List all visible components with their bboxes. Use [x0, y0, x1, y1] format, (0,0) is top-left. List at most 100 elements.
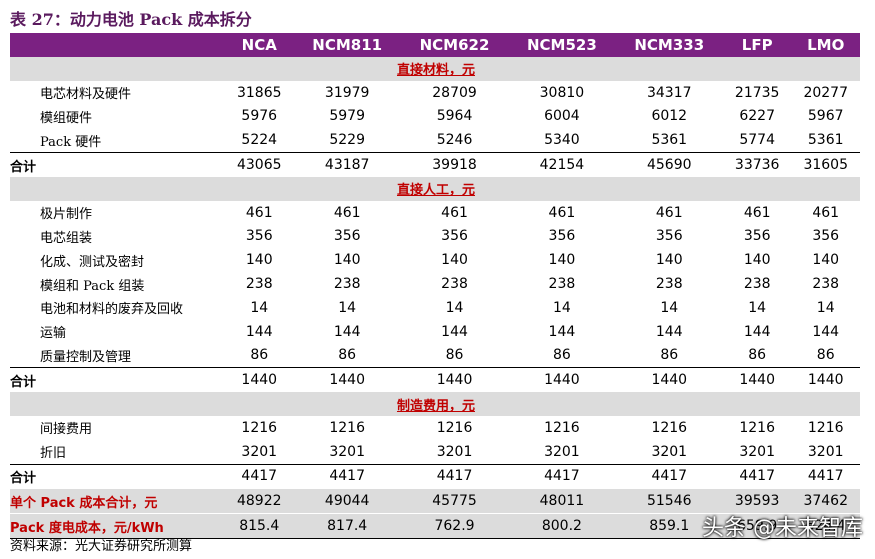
column-header: LFP	[722, 33, 792, 57]
cell-value: 5361	[651, 132, 688, 149]
row-label: 合计	[10, 367, 225, 393]
cell-value: 356	[548, 228, 576, 245]
cell-value: 33736	[722, 152, 792, 177]
section-title: 直接材料，元	[10, 57, 860, 81]
cell-value: 238	[743, 276, 771, 293]
row-label: 合计	[10, 152, 225, 177]
cell-value: 86	[748, 347, 767, 364]
cell-value: 48922	[225, 488, 294, 514]
cell-value: 3201	[436, 443, 473, 460]
section-header: 直接材料，元	[10, 57, 860, 81]
cell-value: 238	[655, 276, 683, 293]
cell-value: 30810	[539, 84, 585, 101]
cell-value: 5774	[739, 132, 775, 149]
cell-value: 140	[812, 252, 840, 269]
cell-value: 3201	[651, 443, 688, 460]
cell-value: 5979	[329, 108, 365, 125]
cell-value: 4417	[293, 463, 401, 489]
item-row: 模组硬件 5976 5979 5964 6004 6012 6227 5967	[10, 105, 860, 129]
cell-value: 3201	[544, 443, 580, 460]
total-row: 合计 4417 4417 4417 4417 4417 4417 4417	[10, 463, 860, 489]
cell-value: 659.9	[722, 513, 792, 539]
item-row: 电芯材料及硬件 31865 31979 28709 30810 34317 21735 202…	[10, 81, 860, 105]
cell-value: 356	[743, 228, 771, 245]
cell-value: 238	[441, 276, 468, 293]
cell-value: 31605	[791, 152, 860, 177]
cell-value: 356	[812, 228, 840, 245]
cell-value: 1216	[241, 419, 278, 436]
header-row: NCA NCM811 NCM622 NCM523 NCM333 LFP LMO	[10, 33, 860, 57]
item-row: 极片制作 461 461 461 461 461 461 461	[10, 201, 860, 225]
cell-value: 356	[333, 228, 361, 245]
cell-value: 86	[250, 347, 269, 364]
cell-value: 461	[441, 204, 468, 221]
cell-value: 1216	[436, 419, 473, 436]
cell-value: 859.1	[615, 513, 723, 539]
cell-value: 1216	[544, 419, 580, 436]
cell-value: 14	[338, 299, 357, 316]
cell-value: 21735	[734, 84, 780, 101]
cell-value: 817.4	[293, 513, 401, 539]
cell-value: 762.9	[400, 513, 509, 539]
cell-value: 144	[548, 323, 576, 340]
total-row: 合计 43065 43187 39918 42154 45690 33736 31605	[10, 152, 860, 177]
cell-value: 20277	[803, 84, 848, 101]
cell-value: 86	[552, 347, 571, 364]
cell-value: 624.4	[791, 513, 860, 539]
cell-value: 43065	[225, 152, 294, 177]
row-label: 模组和 Pack 组装	[40, 278, 145, 294]
column-header: NCM811	[293, 33, 401, 57]
item-row: 折旧 3201 3201 3201 3201 3201 3201 3201	[10, 440, 860, 464]
cell-value: 14	[445, 299, 464, 316]
cell-value: 238	[333, 276, 361, 293]
item-row: 电芯组装 356 356 356 356 356 356 356	[10, 225, 860, 249]
cell-value: 815.4	[225, 513, 294, 539]
cell-value: 6004	[544, 108, 580, 125]
cell-value: 140	[743, 252, 771, 269]
cell-value: 1440	[508, 367, 616, 393]
cell-value: 238	[548, 276, 576, 293]
item-row: 运输 144 144 144 144 144 144 144	[10, 320, 860, 344]
row-label: 质量控制及管理	[40, 349, 132, 365]
cell-value: 5967	[807, 108, 844, 125]
cell-value: 4417	[508, 463, 616, 489]
cell-value: 4417	[400, 463, 509, 489]
section-header: 制造费用，元	[10, 392, 860, 416]
cell-value: 34317	[646, 84, 692, 101]
cell-value: 37462	[791, 488, 860, 514]
cell-value: 4417	[791, 463, 860, 489]
cell-value: 45775	[400, 488, 509, 514]
cell-value: 1440	[722, 367, 792, 393]
cell-value: 140	[245, 252, 273, 269]
cell-value: 461	[812, 204, 840, 221]
total-row: 合计 1440 1440 1440 1440 1440 1440 1440	[10, 367, 860, 393]
cell-value: 461	[333, 204, 361, 221]
summary-row: Pack 度电成本，元/kWh 815.4 817.4 762.9 800.2 859.1…	[10, 513, 860, 539]
cell-value: 140	[655, 252, 683, 269]
row-label: 间接费用	[40, 422, 93, 438]
row-label: 电池和材料的废弃及回收	[40, 302, 184, 318]
column-header: NCM622	[400, 33, 509, 57]
cell-value: 3201	[241, 443, 278, 460]
item-row: 质量控制及管理 86 86 86 86 86 86 86	[10, 344, 860, 368]
cell-value: 14	[660, 299, 679, 316]
cell-value: 1216	[807, 419, 844, 436]
cell-value: 48011	[508, 488, 616, 514]
cell-value: 3201	[807, 443, 844, 460]
cell-value: 144	[743, 323, 771, 340]
cell-value: 86	[338, 347, 357, 364]
watermark: 头条 @未来智库	[702, 516, 863, 541]
cell-value: 144	[655, 323, 683, 340]
cost-table: NCA NCM811 NCM622 NCM523 NCM333 LFP LMO 直接材料，元电…	[10, 33, 860, 539]
cell-value: 461	[743, 204, 771, 221]
cell-value: 5224	[241, 132, 278, 149]
cell-value: 14	[552, 299, 571, 316]
cell-value: 140	[333, 252, 361, 269]
cell-value: 1440	[400, 367, 509, 393]
cell-value: 31865	[236, 84, 282, 101]
cell-value: 31979	[324, 84, 370, 101]
cell-value: 14	[250, 299, 269, 316]
cell-value: 3201	[329, 443, 365, 460]
header-cell	[10, 33, 225, 57]
cell-value: 1440	[293, 367, 401, 393]
